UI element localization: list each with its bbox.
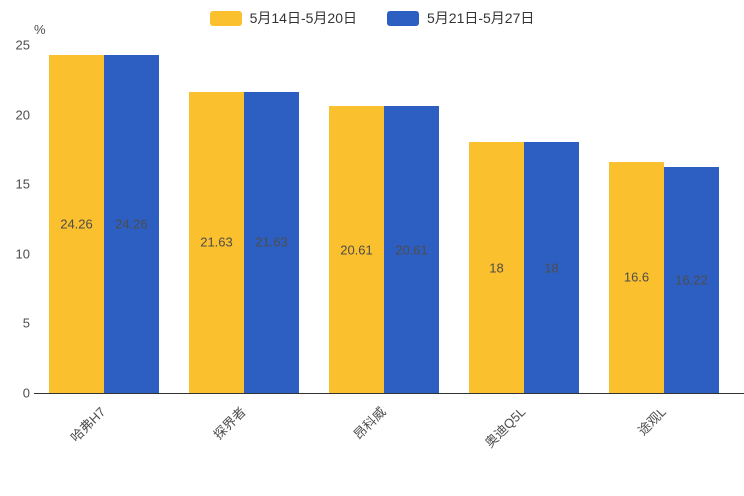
bar-value-label: 21.63 [255,234,288,250]
x-axis-label: 奥迪Q5L [482,404,529,451]
bar-value-label: 24.26 [115,216,148,232]
legend-label: 5月14日-5月20日 [249,10,357,26]
bar-value-label: 20.61 [395,242,428,258]
bar-value-label: 21.63 [200,234,233,250]
bar-c1-s0 [189,91,244,393]
y-tick-label: 15 [15,176,30,192]
bar-value-label: 18 [489,260,504,276]
legend-swatch [209,10,242,26]
y-tick-label: 0 [22,385,30,401]
x-axis-label: 探界者 [210,404,249,443]
y-axis-unit-label: % [34,22,46,37]
y-tick-label: 25 [15,37,30,53]
bar-value-label: 24.26 [60,216,93,232]
legend-swatch [387,10,419,26]
bar-value-label: 20.61 [340,242,373,258]
x-axis-label: 途观L [634,404,669,439]
x-axis-line [34,393,744,394]
legend-item-1[interactable]: 5月21日-5月27日 [387,8,534,28]
legend: 5月14日-5月20日 5月21日-5月27日 [0,8,744,28]
bar-c4-s0 [609,161,664,393]
x-axis-label: 昂科威 [350,404,389,443]
bar-value-label: 16.6 [623,269,650,285]
bar-c3-s1 [524,142,579,393]
legend-label: 5月21日-5月27日 [427,10,535,26]
y-tick-label: 5 [22,315,30,331]
x-axis-label: 哈弗H7 [67,404,109,445]
legend-item-0[interactable]: 5月14日-5月20日 [209,8,357,28]
y-tick-label: 20 [15,107,30,123]
bar-c1-s1 [244,91,299,393]
bar-c0-s0 [49,55,104,393]
bar-value-label: 16.22 [675,272,708,288]
bar-value-label: 18 [544,260,559,276]
bar-c2-s0 [329,106,384,393]
bar-c3-s0 [469,142,524,393]
bar-c0-s1 [104,55,159,393]
y-tick-label: 10 [15,246,30,262]
bar-c2-s1 [384,106,439,393]
bar-c4-s1 [664,167,719,393]
